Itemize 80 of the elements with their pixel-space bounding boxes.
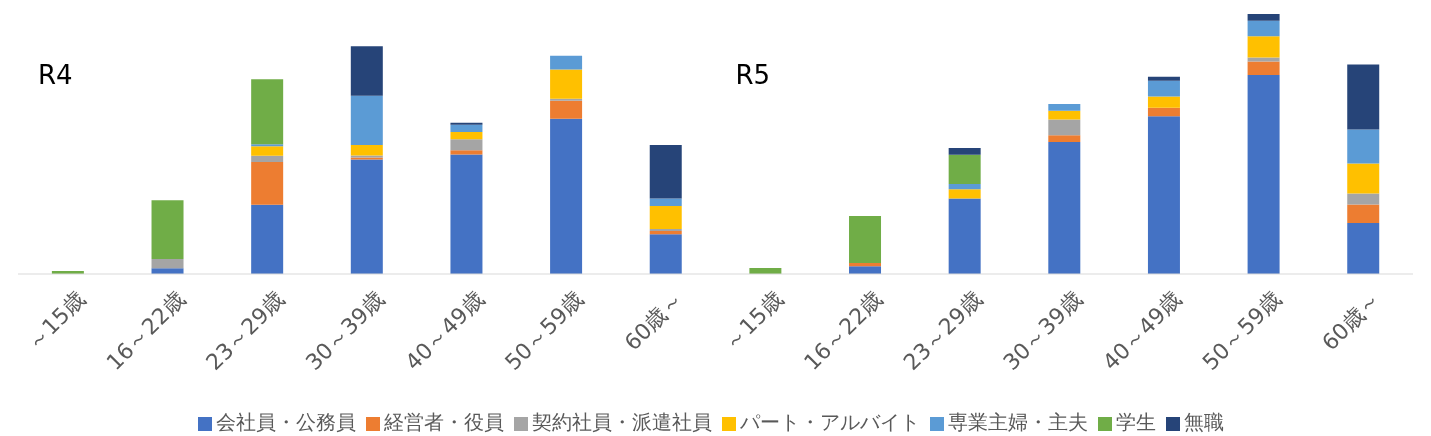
bar	[151, 200, 184, 259]
x-tick-label: 23～29歳	[201, 286, 290, 376]
bar	[1247, 20, 1280, 37]
bar	[450, 122, 483, 125]
bar	[1048, 135, 1081, 142]
bar	[550, 100, 583, 119]
bar	[1347, 223, 1380, 274]
legend-label: 無職	[1183, 410, 1224, 434]
bar	[948, 147, 981, 155]
bar	[1247, 75, 1280, 274]
bar	[1347, 163, 1380, 194]
bar	[550, 98, 583, 101]
bar	[350, 95, 383, 146]
bar	[350, 145, 383, 156]
bar	[1347, 129, 1380, 164]
bar	[450, 150, 483, 155]
bar	[1048, 141, 1081, 274]
x-tick-label: 30～39歳	[300, 286, 390, 376]
bar	[450, 124, 483, 133]
bar	[1247, 36, 1280, 58]
x-tick-label: 50～59歳	[500, 286, 589, 376]
bar	[1247, 57, 1280, 62]
bar	[251, 79, 284, 145]
bar	[1347, 204, 1380, 224]
x-tick-label: 30～39歳	[998, 286, 1087, 376]
bar	[350, 46, 383, 96]
bar	[350, 159, 383, 274]
bar	[1247, 61, 1280, 76]
annotation: R4	[38, 60, 73, 90]
bar	[849, 266, 882, 274]
bar	[649, 198, 682, 206]
bar	[251, 146, 284, 156]
legend-label: 専業主婦・主夫	[947, 410, 1088, 434]
bar	[849, 263, 882, 267]
bar	[251, 161, 284, 205]
bar	[948, 189, 981, 199]
x-tick-label: 60歳～	[1317, 286, 1386, 356]
x-tick-label: 16～22歳	[101, 286, 190, 376]
bar	[450, 154, 483, 274]
legend-label: 学生	[1115, 410, 1156, 434]
bar	[948, 154, 981, 185]
bar	[450, 132, 483, 140]
bar	[550, 55, 583, 70]
legend-label: 契約社員・派遣社員	[531, 410, 712, 434]
bar	[550, 69, 583, 99]
bar	[1048, 119, 1081, 136]
bar	[649, 145, 682, 199]
bar	[1347, 64, 1380, 130]
annotation: R5	[735, 60, 771, 90]
bar	[1347, 193, 1380, 205]
bar	[849, 216, 882, 264]
x-tick-label: 40～49歳	[400, 286, 489, 376]
bar	[948, 184, 981, 190]
x-tick-label: ～15歳	[21, 286, 91, 356]
x-tick-label: 23～29歳	[898, 286, 988, 376]
bar	[251, 204, 284, 274]
x-tick-label: ～15歳	[719, 286, 788, 356]
legend-label: 会社員・公務員	[215, 410, 356, 434]
legend-label: パート・アルバイト	[739, 410, 920, 434]
x-tick-label: 16～22歳	[799, 286, 888, 376]
bar	[1048, 103, 1081, 111]
bar	[251, 155, 284, 162]
bar	[649, 234, 682, 274]
bar	[1048, 110, 1081, 120]
bar	[1147, 96, 1180, 108]
bar	[151, 258, 184, 269]
bar	[948, 198, 981, 274]
x-tick-label: 60歳～	[619, 286, 689, 356]
x-tick-label: 40～49歳	[1097, 286, 1187, 376]
bar	[550, 118, 583, 274]
bar	[649, 205, 682, 230]
bar	[1147, 116, 1180, 274]
bar	[1147, 107, 1180, 117]
bar	[1247, 14, 1280, 21]
bar	[1147, 76, 1180, 81]
bar	[251, 144, 284, 147]
x-tick-label: 50～59歳	[1197, 286, 1286, 376]
legend-label: 経営者・役員	[383, 410, 504, 434]
bar	[1147, 80, 1180, 97]
bar	[450, 139, 483, 151]
